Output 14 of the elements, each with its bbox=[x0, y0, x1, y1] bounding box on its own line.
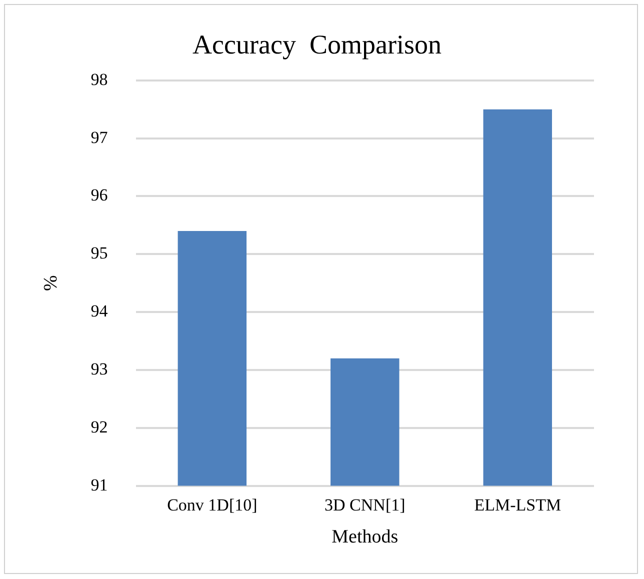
x-tick-label: 3D CNN[1] bbox=[324, 495, 406, 514]
y-tick-label: 98 bbox=[90, 70, 108, 89]
chart-title: Accuracy Comparison bbox=[192, 29, 442, 60]
y-tick-label: 91 bbox=[90, 475, 108, 494]
y-axis-title: % bbox=[40, 275, 62, 292]
x-axis-title: Methods bbox=[332, 526, 398, 548]
y-tick-label: 96 bbox=[90, 186, 108, 205]
x-tick-label: Conv 1D[10] bbox=[167, 495, 258, 514]
x-tick-label: ELM-LSTM bbox=[474, 495, 562, 514]
y-tick-label: 97 bbox=[90, 128, 108, 147]
y-tick-label: 94 bbox=[90, 302, 108, 321]
y-tick-label: 95 bbox=[90, 244, 108, 263]
y-tick-label: 92 bbox=[90, 417, 108, 436]
y-tick-label: 93 bbox=[90, 359, 108, 378]
